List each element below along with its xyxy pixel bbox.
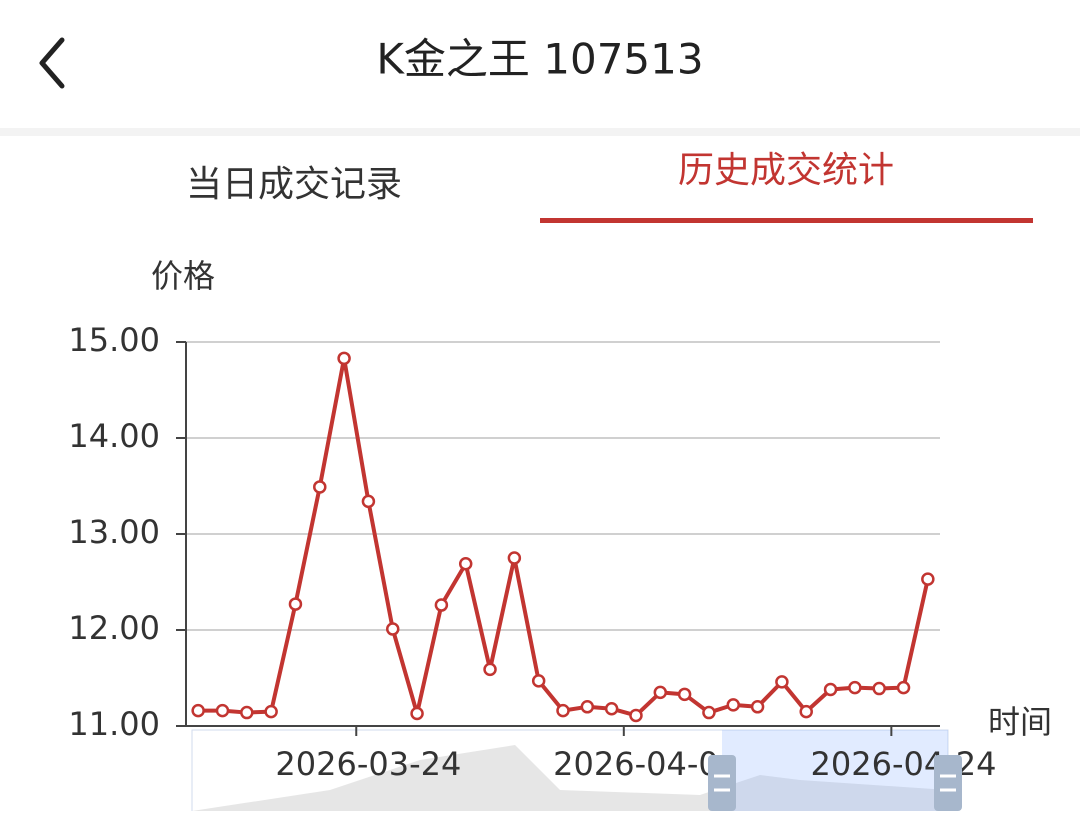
x-axis-label: 时间: [988, 703, 1052, 741]
point: [191, 703, 205, 718]
tab-underline: [540, 218, 1033, 223]
point: [264, 704, 278, 719]
y-tick-label: 11.00: [68, 705, 160, 743]
point: [556, 703, 570, 718]
point: [483, 662, 497, 677]
point: [775, 675, 789, 689]
point: [410, 706, 424, 721]
point: [458, 557, 473, 571]
y-axis-label: 价格: [151, 257, 215, 295]
zoom-slider: [191, 729, 949, 815]
y-tick-label: 12.00: [68, 609, 160, 647]
point: [896, 680, 911, 695]
point: [726, 698, 741, 712]
y-tick-label: 14.00: [68, 417, 160, 455]
header-shadow: [0, 128, 1080, 136]
tab[interactable]: 当日成交记录: [186, 164, 402, 205]
point: [385, 622, 400, 636]
point: [872, 681, 886, 696]
x-tick-label: 2026-03-24: [275, 745, 461, 783]
tab-active[interactable]: 历史成交统计: [678, 150, 894, 191]
point: [240, 705, 254, 720]
back-button[interactable]: [39, 37, 65, 89]
page-title: K金之王 107513: [376, 35, 703, 84]
point: [629, 708, 643, 723]
price-line: [198, 356, 930, 718]
slider-handle[interactable]: [708, 755, 736, 811]
point: [580, 700, 595, 714]
point: [215, 703, 230, 718]
point: [653, 685, 668, 700]
y-tick-label: 13.00: [68, 513, 160, 551]
x-tick-label: 2026-04-24: [811, 745, 997, 783]
point: [921, 572, 935, 586]
point: [823, 682, 838, 697]
x-tick-label: 2026-04-0: [553, 745, 719, 783]
header-bg: [0, 0, 1080, 128]
point: [434, 598, 449, 612]
point: [799, 704, 813, 719]
point: [702, 705, 716, 720]
point: [288, 597, 303, 611]
point: [677, 687, 692, 702]
point: [848, 680, 862, 695]
slider-preview: [192, 745, 948, 811]
point: [507, 551, 522, 565]
y-tick-label: 15.00: [68, 321, 160, 359]
point: [531, 674, 546, 688]
point: [604, 701, 619, 716]
slider-selection[interactable]: [722, 730, 948, 815]
slider-handle[interactable]: [934, 755, 962, 811]
plot: 11.00 12.00 13.00 14.00 15.00 2026-03-24 2026-…: [68, 321, 996, 783]
slider-handles[interactable]: [708, 755, 962, 811]
point: [337, 351, 351, 366]
point: [750, 700, 765, 714]
point: [313, 480, 327, 494]
point: [361, 494, 376, 509]
